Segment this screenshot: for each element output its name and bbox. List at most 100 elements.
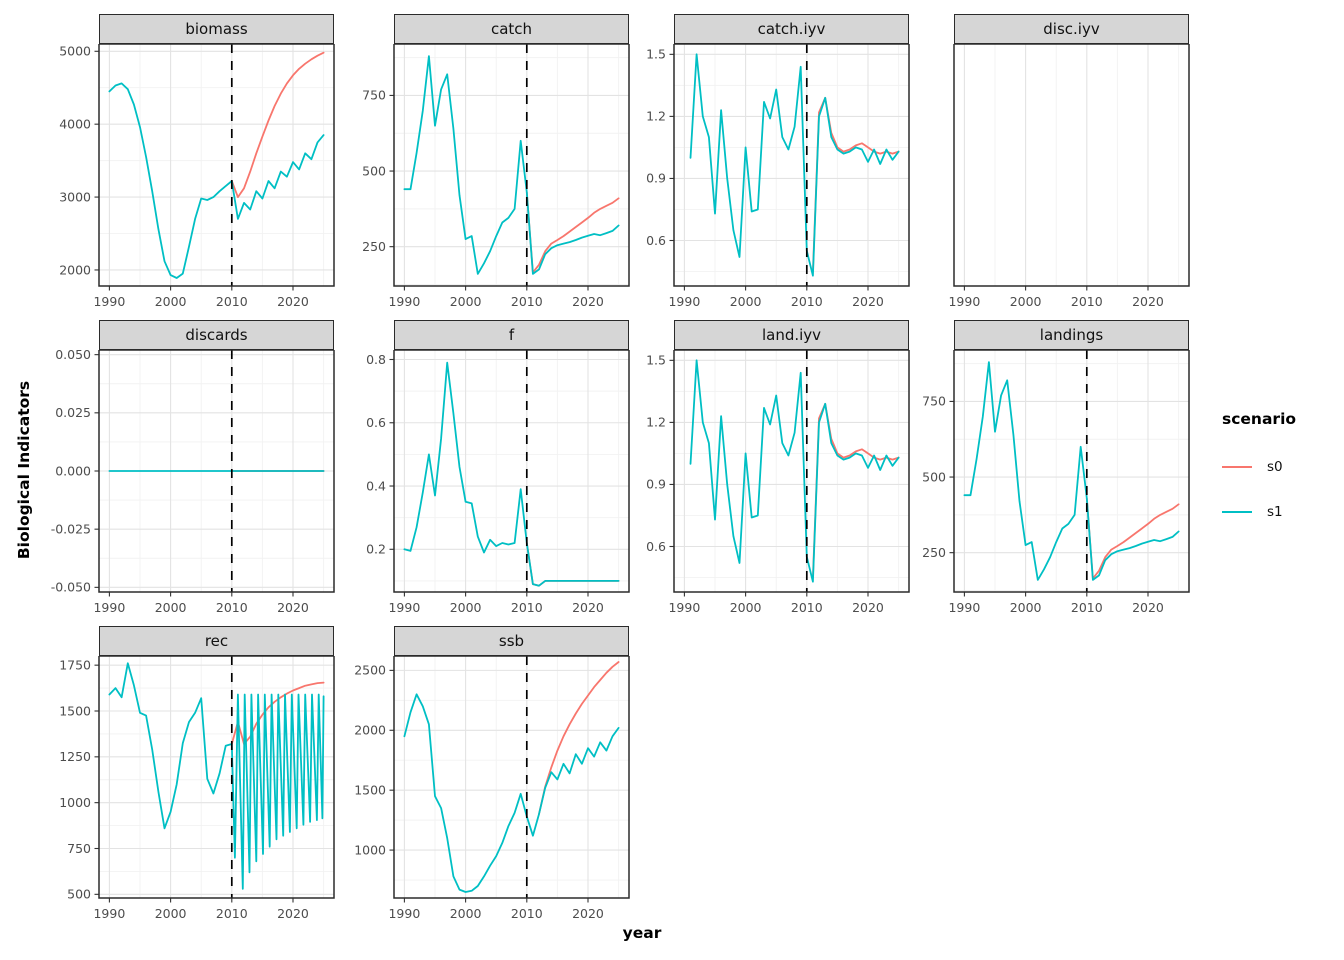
x-tick-label: 2000 — [450, 906, 482, 921]
series-s1-line — [108, 662, 325, 890]
facet-strip-rec: rec — [99, 626, 334, 656]
y-tick-label: 3000 — [59, 189, 91, 204]
series-s0-line — [1085, 497, 1180, 580]
panel-rec: 500 750 1000 1250 1500 1750 1990 2000 2010 2020 — [59, 656, 335, 921]
x-tick-label: 2020 — [277, 906, 309, 921]
panel-catch.iyv: 0.6 0.9 1.2 1.5 1990 2000 2010 2020 — [646, 44, 910, 309]
y-tick-label: 500 — [362, 163, 386, 178]
series-s1-line — [403, 361, 620, 587]
legend-entry-s0: s0 — [1222, 444, 1296, 489]
y-tick-label: 2000 — [354, 723, 386, 738]
y-tick-label: -0.025 — [51, 521, 91, 536]
x-tick-label: 2020 — [852, 294, 884, 309]
y-tick-label: 1750 — [59, 657, 91, 672]
legend-label-s1: s1 — [1267, 503, 1283, 520]
y-axis-title: Biological Indicators — [15, 380, 33, 560]
legend-title: scenario — [1222, 410, 1297, 428]
y-tick-label: 0.6 — [646, 233, 666, 248]
x-tick-label: 1990 — [388, 294, 420, 309]
facet-rec: rec 500 750 1000 1250 1500 1750 1990 2000 2010 202… — [44, 626, 346, 928]
panel-ssb: 1000 1500 2000 2500 1990 2000 2010 2020 — [354, 656, 630, 921]
legend-key-line-s0 — [1222, 465, 1252, 468]
facet-strip-biomass: biomass — [99, 14, 334, 44]
facet-strip-catch.iyv: catch.iyv — [674, 14, 909, 44]
y-tick-label: 250 — [922, 545, 946, 560]
legend-key-line-s1 — [1222, 510, 1252, 513]
series-s0-line — [525, 191, 620, 274]
y-tick-label: 2000 — [59, 262, 91, 277]
y-tick-label: 4000 — [59, 116, 91, 131]
panel-f: 0.2 0.4 0.6 0.8 1990 2000 2010 2020 — [366, 350, 630, 615]
facet-discards: discards -0.050 -0.025 0.000 0.025 0.050 1990 2… — [44, 320, 346, 622]
x-tick-label: 2010 — [1071, 600, 1103, 615]
y-tick-label: 0.000 — [55, 463, 91, 478]
x-axis-title: year — [622, 924, 662, 942]
series-s0-line — [230, 51, 325, 199]
y-tick-label: 750 — [67, 841, 91, 856]
y-tick-label: -0.050 — [51, 580, 91, 595]
facet-strip-catch: catch — [394, 14, 629, 44]
x-tick-label: 1990 — [948, 600, 980, 615]
facet-catch: catch 250 500 750 1990 2000 2010 2020 — [339, 14, 641, 316]
series-s1-line — [403, 693, 620, 893]
x-tick-label: 2010 — [1071, 294, 1103, 309]
x-tick-label: 2010 — [791, 600, 823, 615]
x-tick-label: 2020 — [1132, 600, 1164, 615]
x-tick-label: 2000 — [450, 600, 482, 615]
y-tick-label: 0.2 — [366, 542, 386, 557]
x-tick-label: 1990 — [948, 294, 980, 309]
x-tick-label: 2000 — [1010, 294, 1042, 309]
y-tick-label: 750 — [922, 394, 946, 409]
x-tick-label: 2020 — [277, 294, 309, 309]
legend-entry-s1: s1 — [1222, 489, 1296, 534]
y-tick-label: 0.8 — [366, 352, 386, 367]
series-s0-line — [538, 661, 620, 816]
facet-f: f 0.2 0.4 0.6 0.8 1990 2000 2010 2020 — [339, 320, 641, 622]
x-tick-label: 2020 — [852, 600, 884, 615]
x-tick-label: 2010 — [216, 600, 248, 615]
y-tick-label: 250 — [362, 239, 386, 254]
y-tick-label: 1.5 — [646, 47, 666, 62]
y-tick-label: 1000 — [59, 795, 91, 810]
facet-strip-disc.iyv: disc.iyv — [954, 14, 1189, 44]
x-tick-label: 2010 — [511, 600, 543, 615]
x-tick-label: 2000 — [730, 600, 762, 615]
x-tick-label: 2000 — [450, 294, 482, 309]
facet-disc.iyv: disc.iyv 1990 2000 2010 2020 — [899, 14, 1201, 316]
x-tick-label: 2020 — [572, 600, 604, 615]
facet-strip-discards: discards — [99, 320, 334, 350]
x-tick-label: 2010 — [791, 294, 823, 309]
panel-landings: 250 500 750 1990 2000 2010 2020 — [922, 350, 1190, 615]
series-s1-line — [689, 53, 900, 277]
x-tick-label: 1990 — [668, 600, 700, 615]
y-tick-label: 1.5 — [646, 353, 666, 368]
y-tick-label: 2500 — [354, 663, 386, 678]
series-s1-line — [108, 82, 325, 279]
x-tick-label: 2010 — [216, 294, 248, 309]
facet-ssb: ssb 1000 1500 2000 2500 1990 2000 2010 2020 — [339, 626, 641, 928]
y-tick-label: 0.9 — [646, 477, 666, 492]
x-tick-label: 2020 — [572, 906, 604, 921]
x-tick-label: 2010 — [511, 294, 543, 309]
panel-biomass: 2000 3000 4000 5000 1990 2000 2010 2020 — [59, 44, 335, 309]
facet-land.iyv: land.iyv 0.6 0.9 1.2 1.5 1990 2000 2010 2020 — [619, 320, 921, 622]
y-tick-label: 1000 — [354, 842, 386, 857]
legend: scenario s0 s1 — [1222, 410, 1296, 534]
facet-strip-land.iyv: land.iyv — [674, 320, 909, 350]
y-tick-label: 1250 — [59, 749, 91, 764]
y-tick-label: 500 — [922, 469, 946, 484]
y-tick-label: 1.2 — [646, 109, 666, 124]
x-tick-label: 1990 — [93, 294, 125, 309]
series-s1-line — [403, 55, 620, 275]
panel-discards: -0.050 -0.025 0.000 0.025 0.050 1990 2000 2010 2… — [51, 350, 335, 615]
x-tick-label: 1990 — [388, 906, 420, 921]
facet-strip-landings: landings — [954, 320, 1189, 350]
x-tick-label: 2000 — [155, 294, 187, 309]
y-tick-label: 0.6 — [646, 539, 666, 554]
x-tick-label: 2010 — [511, 906, 543, 921]
facet-landings: landings 250 500 750 1990 2000 2010 2020 — [899, 320, 1201, 622]
y-tick-label: 500 — [67, 887, 91, 902]
legend-label-s0: s0 — [1267, 458, 1283, 475]
x-tick-label: 1990 — [388, 600, 420, 615]
